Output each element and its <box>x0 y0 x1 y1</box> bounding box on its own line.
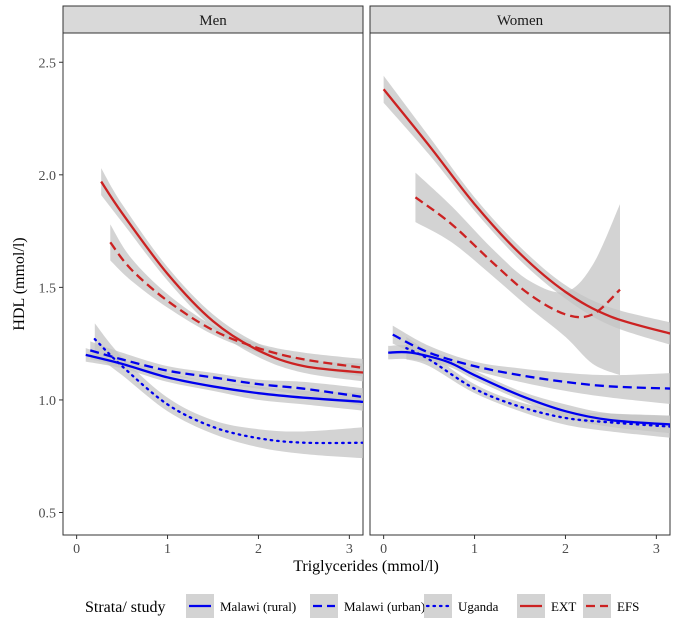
series-line-men-ext <box>100 180 363 374</box>
legend-item-malawi-rural: Malawi (rural) <box>186 594 296 618</box>
series-line-men-uganda <box>93 338 363 445</box>
series-line-women-malawi-urban <box>392 333 670 390</box>
legend-label: Malawi (urban) <box>344 599 425 614</box>
x-tick-label-men: 3 <box>346 542 353 557</box>
series-lines-men <box>85 180 363 445</box>
ci-band-women-uganda <box>406 336 670 438</box>
x-axis-title: Triglycerides (mmol/l) <box>293 558 439 575</box>
ci-band-women-efs <box>415 172 620 376</box>
series-line-women-ext <box>382 88 670 335</box>
x-tick-label-women: 2 <box>562 542 569 557</box>
y-tick-label: 1.5 <box>39 281 57 296</box>
ci-band-men-efs <box>110 224 363 377</box>
legend-item-uganda: Uganda <box>424 594 499 618</box>
legend-label: Uganda <box>458 599 499 614</box>
legend-label: EXT <box>551 599 576 614</box>
series-lines-women <box>382 88 670 428</box>
plot-marks-women <box>382 75 670 438</box>
strip-background-women <box>369 5 671 34</box>
strip-label-women: Women <box>497 13 544 29</box>
legend-item-efs: EFS <box>583 594 639 618</box>
legend: Strata/ study Malawi (rural) Malawi (urba… <box>85 594 639 618</box>
x-tick-label-men: 0 <box>73 542 80 557</box>
ci-band-men-malawi-urban <box>90 341 363 406</box>
plot-area-men <box>62 32 364 536</box>
ci-band-men-malawi-rural <box>85 348 363 411</box>
facet-panel-men: Men <box>62 5 364 536</box>
legend-title: Strata/ study <box>85 599 165 616</box>
ci-band-women-malawi-urban <box>392 325 670 404</box>
x-tick-label-men: 1 <box>164 542 171 557</box>
y-tick-label: 2.0 <box>39 169 57 184</box>
y-tick-label: 0.5 <box>39 506 57 521</box>
y-tick-label: 1.0 <box>39 394 57 409</box>
ci-band-men-uganda <box>94 323 363 459</box>
series-line-men-malawi-rural <box>85 353 363 404</box>
y-axis-title: HDL (mmol/l) <box>11 237 28 330</box>
ci-band-women-ext <box>383 75 670 345</box>
facet-panel-women: Women <box>369 5 671 536</box>
axes: 0.5 1.0 1.5 2.0 2.5 0 1 2 3 0 1 2 3 <box>39 56 660 557</box>
legend-label: EFS <box>617 599 639 614</box>
y-tick-label: 2.5 <box>39 56 57 71</box>
series-line-women-uganda <box>405 347 670 428</box>
strip-background-men <box>62 5 364 34</box>
legend-item-malawi-urban: Malawi (urban) <box>310 594 425 618</box>
series-line-women-malawi-rural <box>388 350 670 426</box>
series-line-men-efs <box>109 241 363 369</box>
series-line-men-malawi-urban <box>89 349 363 399</box>
x-tick-label-men: 2 <box>255 542 262 557</box>
series-line-women-efs <box>414 196 621 319</box>
plot-marks-men <box>85 168 363 459</box>
strip-label-men: Men <box>199 13 227 29</box>
legend-item-ext: EXT <box>517 594 576 618</box>
x-tick-label-women: 3 <box>653 542 660 557</box>
legend-label: Malawi (rural) <box>220 599 296 614</box>
x-tick-label-women: 0 <box>380 542 387 557</box>
x-tick-label-women: 1 <box>471 542 478 557</box>
